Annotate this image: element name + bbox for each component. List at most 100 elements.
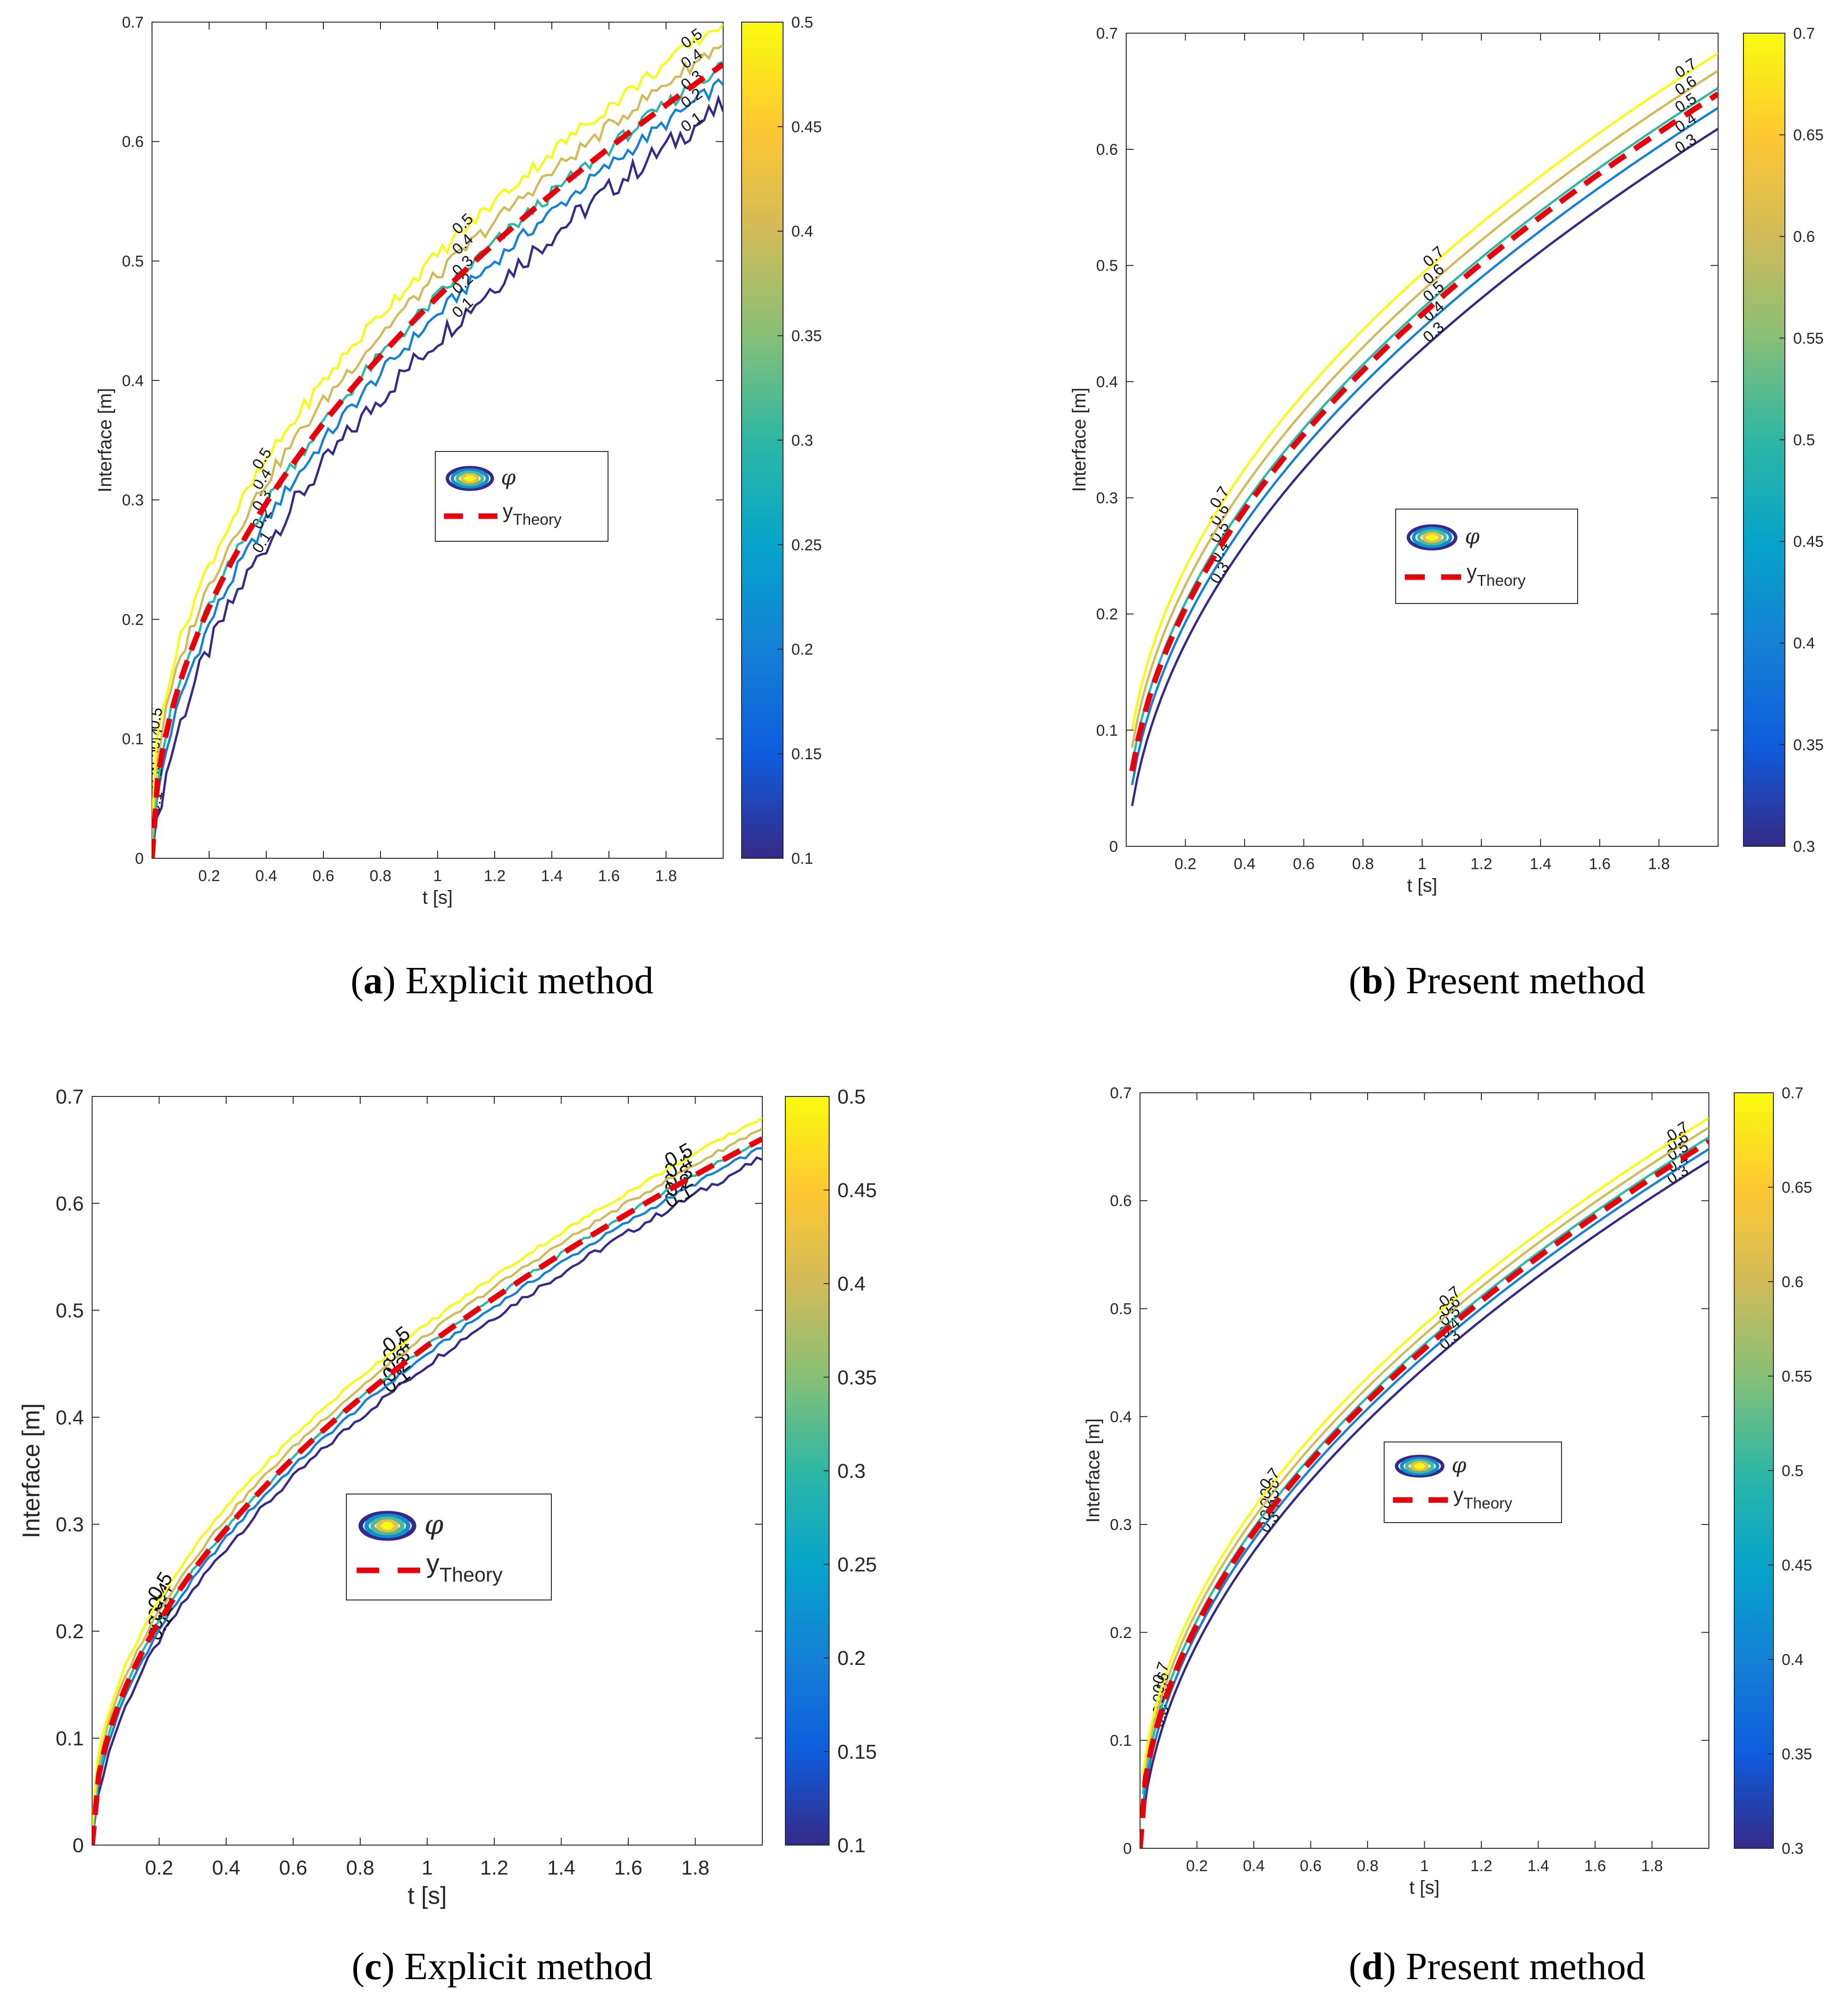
y-tick-label: 0.5: [1110, 1300, 1132, 1318]
legend-phi-label: φ: [1465, 524, 1480, 549]
colorbar-tick-label: 0.5: [837, 1085, 866, 1108]
x-tick-label: 0.8: [1352, 855, 1374, 873]
legend-phi-label: φ: [424, 1509, 444, 1541]
y-tick-label: 0: [1109, 838, 1118, 856]
y-tick-label: 0.4: [1096, 373, 1118, 391]
colorbar: [1743, 33, 1785, 847]
colorbar-tick-label: 0.7: [1782, 1084, 1803, 1102]
contour-level-0.5: [92, 1117, 762, 1825]
x-axis-label: t [s]: [1407, 875, 1438, 896]
x-tick-label: 1.6: [1589, 855, 1610, 873]
y-tick-label: 0.2: [122, 611, 144, 628]
x-tick-label: 1.2: [484, 867, 505, 885]
x-tick-label: 1.4: [1527, 1857, 1549, 1875]
colorbar-tick-label: 0.4: [1782, 1651, 1803, 1669]
y-tick-label: 0.1: [1096, 722, 1118, 739]
y-axis-label: Interface [m]: [18, 1403, 45, 1538]
colorbar-tick-label: 0.3: [1782, 1840, 1803, 1858]
axes-box-a: [152, 22, 724, 859]
y-tick-label: 0.1: [56, 1727, 84, 1750]
x-tick-label: 0.4: [255, 867, 277, 885]
x-tick-label: 1.8: [681, 1857, 709, 1879]
x-tick-label: 1.4: [1530, 855, 1551, 873]
x-tick-label: 1.4: [547, 1857, 575, 1879]
x-tick-label: 0.8: [346, 1857, 374, 1879]
contour-level-0.4: [1131, 106, 1718, 785]
legend-contour-icon: [1395, 1454, 1444, 1478]
colorbar-tick-label: 0.3: [791, 432, 813, 449]
contour-level-0.2: [92, 1147, 762, 1842]
theory-curve: [1129, 91, 1718, 772]
legend-phi-label: φ: [501, 465, 516, 490]
legend-theory-label: yTheory: [427, 1549, 503, 1586]
y-tick-label: 0.6: [122, 133, 144, 151]
x-tick-label: 0.8: [1357, 1857, 1378, 1875]
x-tick-label: 1.6: [598, 867, 620, 885]
axes-box-b: [1126, 33, 1719, 847]
y-tick-label: 0: [73, 1834, 84, 1857]
colorbar-tick-label: 0.45: [1793, 533, 1824, 551]
colorbar-tick-label: 0.55: [1793, 330, 1824, 347]
caption-b: (b) Present method: [1349, 959, 1645, 1002]
x-tick-label: 0.2: [1186, 1857, 1208, 1875]
caption-d: (d) Present method: [1349, 1945, 1645, 1988]
colorbar-tick-label: 0.15: [791, 745, 822, 763]
colorbar-tick-label: 0.35: [1793, 736, 1824, 754]
y-axis-label: Interface [m]: [1069, 387, 1090, 492]
y-tick-label: 0.3: [56, 1513, 84, 1536]
contour-level-0.7: [1131, 52, 1718, 731]
legend: φ yTheory: [1395, 509, 1578, 604]
x-tick-label: 0.4: [1243, 1857, 1264, 1875]
y-axis-label: Interface [m]: [1082, 1418, 1104, 1523]
y-tick-label: 0.4: [56, 1406, 84, 1429]
legend-contour-icon: [445, 466, 494, 491]
y-tick-label: 0.3: [1110, 1516, 1132, 1534]
colorbar-tick-label: 0.3: [837, 1460, 866, 1483]
colorbar-tick-label: 0.4: [837, 1273, 866, 1295]
x-tick-label: 0.2: [145, 1857, 173, 1879]
contour-level-0.6: [1131, 70, 1718, 748]
colorbar-tick-label: 0.5: [791, 14, 813, 31]
x-tick-label: 1: [1420, 1857, 1429, 1875]
y-tick-label: 0.5: [1096, 257, 1118, 275]
legend: φ yTheory: [346, 1494, 552, 1600]
contour-level-0.5: [1131, 87, 1718, 766]
x-tick-label: 1.4: [541, 867, 562, 885]
y-tick-label: 0.1: [122, 731, 144, 748]
y-tick-label: 0.4: [122, 372, 144, 390]
x-tick-label: 0.4: [1234, 855, 1255, 873]
colorbar-tick-label: 0.45: [791, 118, 822, 136]
legend-contour-icon: [1406, 524, 1458, 551]
contour-level-0.4: [92, 1127, 762, 1836]
y-tick-label: 0.3: [122, 492, 144, 509]
contour-level-0.2: [152, 78, 723, 855]
x-axis-label: t [s]: [408, 1882, 447, 1910]
legend-theory-label: yTheory: [503, 500, 561, 528]
panel-b: 0.30.30.30.40.40.40.50.50.50.60.60.60.70…: [1069, 25, 1824, 896]
colorbar-tick-label: 0.4: [1793, 635, 1815, 652]
colorbar-tick-label: 0.35: [1782, 1746, 1812, 1763]
contour-level-0.4: [1141, 1148, 1709, 1806]
x-tick-label: 0.2: [198, 867, 220, 885]
caption-a: (a) Explicit method: [351, 959, 654, 1002]
x-tick-label: 1.2: [1470, 1857, 1492, 1875]
y-tick-label: 0.7: [1110, 1084, 1132, 1102]
y-tick-label: 0.7: [56, 1085, 84, 1108]
colorbar-tick-label: 0.25: [791, 536, 822, 554]
colorbar: [785, 1096, 830, 1846]
x-tick-label: 1.6: [614, 1857, 642, 1879]
colorbar-tick-label: 0.1: [791, 850, 813, 867]
y-tick-label: 0: [1123, 1840, 1132, 1858]
contour-level-0.7: [1141, 1117, 1709, 1775]
contour-level-0.3: [1141, 1160, 1709, 1818]
axes-box-c: [92, 1096, 763, 1846]
contour-level-0.4: [152, 44, 723, 840]
panel-c: 0.10.10.10.20.20.20.30.30.30.40.40.40.50…: [18, 1085, 877, 1909]
colorbar-tick-label: 0.25: [837, 1553, 877, 1576]
x-tick-label: 1: [1418, 855, 1427, 873]
y-tick-label: 0.7: [1096, 25, 1118, 42]
colorbar: [1734, 1092, 1774, 1849]
colorbar-tick-label: 0.55: [1782, 1368, 1812, 1385]
legend-phi-label: φ: [1451, 1453, 1466, 1477]
contour-level-0.1: [92, 1156, 762, 1842]
